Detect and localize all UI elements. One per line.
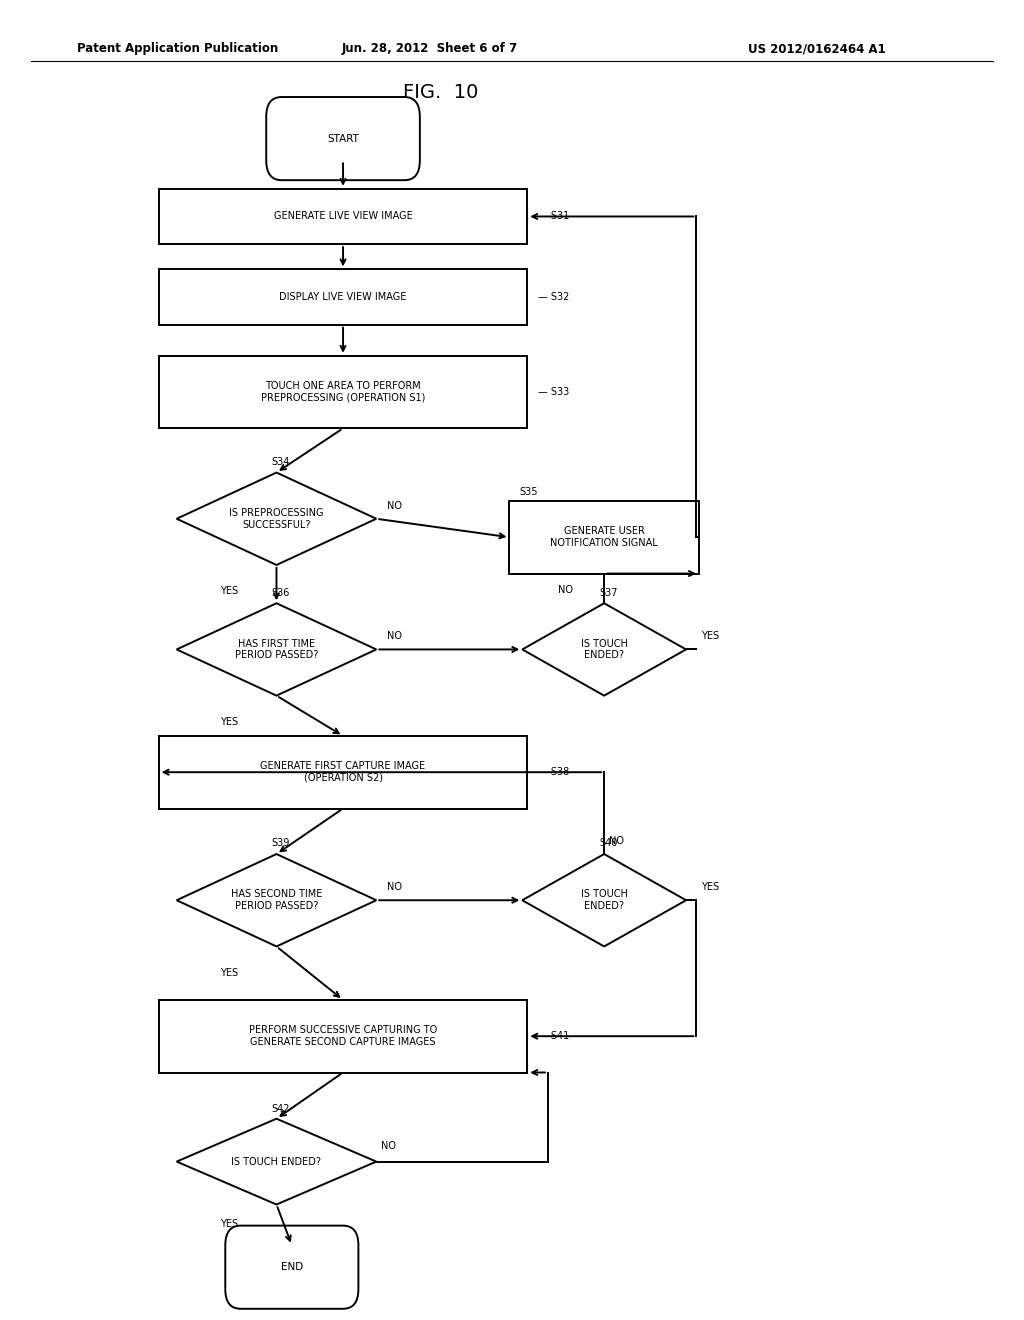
- Polygon shape: [177, 473, 377, 565]
- FancyBboxPatch shape: [159, 269, 527, 325]
- Text: S37: S37: [599, 587, 617, 598]
- Text: DISPLAY LIVE VIEW IMAGE: DISPLAY LIVE VIEW IMAGE: [280, 292, 407, 302]
- Text: YES: YES: [220, 968, 239, 978]
- Text: S39: S39: [271, 838, 290, 849]
- Polygon shape: [177, 1119, 377, 1204]
- Polygon shape: [522, 603, 686, 696]
- Text: S35: S35: [519, 487, 539, 496]
- Polygon shape: [177, 854, 377, 946]
- Text: — S41: — S41: [538, 1031, 569, 1041]
- Text: HAS FIRST TIME
PERIOD PASSED?: HAS FIRST TIME PERIOD PASSED?: [234, 639, 318, 660]
- Text: — S33: — S33: [538, 387, 569, 397]
- Text: S34: S34: [271, 457, 290, 467]
- Text: END: END: [281, 1262, 303, 1272]
- FancyBboxPatch shape: [159, 189, 527, 244]
- Text: FIG.  10: FIG. 10: [402, 83, 478, 102]
- FancyBboxPatch shape: [225, 1225, 358, 1309]
- Text: S36: S36: [271, 587, 290, 598]
- Text: YES: YES: [701, 631, 720, 642]
- FancyBboxPatch shape: [266, 96, 420, 180]
- Text: PERFORM SUCCESSIVE CAPTURING TO
GENERATE SECOND CAPTURE IMAGES: PERFORM SUCCESSIVE CAPTURING TO GENERATE…: [249, 1026, 437, 1047]
- FancyBboxPatch shape: [159, 1001, 527, 1072]
- Text: IS TOUCH
ENDED?: IS TOUCH ENDED?: [581, 890, 628, 911]
- Polygon shape: [177, 603, 377, 696]
- Text: — S38: — S38: [538, 767, 569, 777]
- Text: TOUCH ONE AREA TO PERFORM
PREPROCESSING (OPERATION S1): TOUCH ONE AREA TO PERFORM PREPROCESSING …: [261, 381, 425, 403]
- Text: Patent Application Publication: Patent Application Publication: [77, 42, 279, 55]
- Text: HAS SECOND TIME
PERIOD PASSED?: HAS SECOND TIME PERIOD PASSED?: [230, 890, 323, 911]
- Text: S42: S42: [271, 1105, 290, 1114]
- Text: YES: YES: [220, 1220, 239, 1229]
- Text: S40: S40: [599, 838, 617, 849]
- Text: GENERATE LIVE VIEW IMAGE: GENERATE LIVE VIEW IMAGE: [273, 211, 413, 222]
- FancyBboxPatch shape: [159, 737, 527, 808]
- Text: IS TOUCH ENDED?: IS TOUCH ENDED?: [231, 1156, 322, 1167]
- Text: NO: NO: [558, 585, 573, 595]
- Text: US 2012/0162464 A1: US 2012/0162464 A1: [748, 42, 886, 55]
- FancyBboxPatch shape: [159, 355, 527, 428]
- Text: — S31: — S31: [538, 211, 569, 222]
- Text: IS TOUCH
ENDED?: IS TOUCH ENDED?: [581, 639, 628, 660]
- Text: IS PREPROCESSING
SUCCESSFUL?: IS PREPROCESSING SUCCESSFUL?: [229, 508, 324, 529]
- Text: Jun. 28, 2012  Sheet 6 of 7: Jun. 28, 2012 Sheet 6 of 7: [342, 42, 518, 55]
- Text: NO: NO: [387, 500, 401, 511]
- FancyBboxPatch shape: [509, 500, 698, 573]
- Text: NO: NO: [382, 1140, 396, 1151]
- Text: GENERATE USER
NOTIFICATION SIGNAL: GENERATE USER NOTIFICATION SIGNAL: [550, 527, 658, 548]
- Text: GENERATE FIRST CAPTURE IMAGE
(OPERATION S2): GENERATE FIRST CAPTURE IMAGE (OPERATION …: [260, 762, 426, 783]
- Text: NO: NO: [387, 882, 401, 892]
- Text: YES: YES: [220, 717, 239, 727]
- Text: NO: NO: [609, 836, 625, 846]
- Text: START: START: [327, 133, 359, 144]
- Text: YES: YES: [220, 586, 239, 597]
- Text: — S32: — S32: [538, 292, 569, 302]
- Polygon shape: [522, 854, 686, 946]
- Text: YES: YES: [701, 882, 720, 892]
- Text: NO: NO: [387, 631, 401, 642]
